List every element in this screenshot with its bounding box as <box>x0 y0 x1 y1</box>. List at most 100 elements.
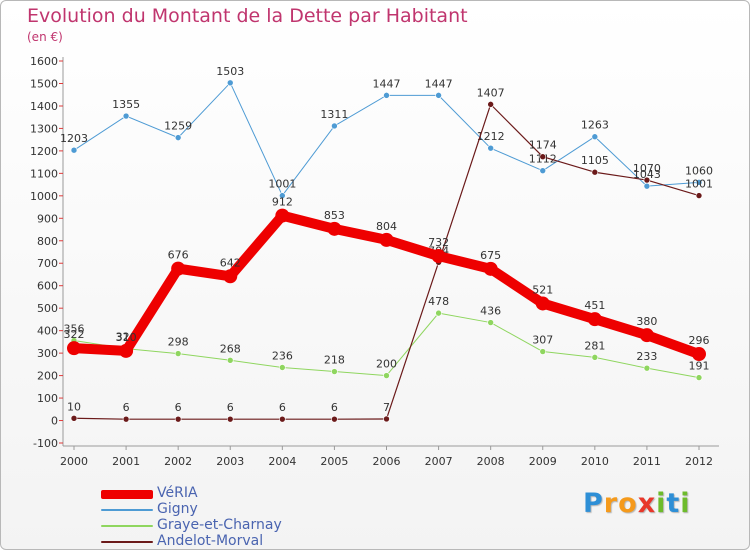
data-label: 296 <box>689 334 710 347</box>
legend-swatch <box>101 525 153 527</box>
legend-item: Gigny <box>101 501 361 518</box>
legend-item: VéRIA <box>101 485 361 502</box>
data-point <box>70 146 78 154</box>
data-point <box>591 354 599 361</box>
data-label: 676 <box>168 249 189 262</box>
data-label: 1070 <box>633 162 661 175</box>
data-point <box>331 122 338 130</box>
data-point <box>275 208 290 223</box>
brand-letter: i <box>656 488 667 519</box>
data-label: 1259 <box>164 120 192 133</box>
data-label: 1060 <box>685 164 713 177</box>
data-label: 1203 <box>60 132 88 145</box>
data-point <box>226 357 234 364</box>
data-point <box>695 192 703 199</box>
data-point <box>643 182 651 190</box>
brand-letter: r <box>603 488 619 519</box>
y-tick-label: 1200 <box>30 145 58 158</box>
legend-swatch <box>101 541 153 543</box>
y-tick-label: 1000 <box>30 190 58 203</box>
y-tick-label: 1500 <box>30 77 58 90</box>
chart-title: Evolution du Montant de la Dette par Hab… <box>27 5 468 27</box>
legend-item: Andelot-Morval <box>101 533 361 549</box>
data-label: 1043 <box>633 168 661 181</box>
data-point <box>539 348 547 355</box>
x-tick-label: 2012 <box>685 455 713 468</box>
data-label: 1263 <box>581 119 609 132</box>
x-tick-label: 2009 <box>529 455 557 468</box>
y-tick-label: 1300 <box>30 122 58 135</box>
data-point <box>331 415 338 423</box>
data-label: 218 <box>324 354 345 367</box>
y-tick-label: 400 <box>37 325 58 338</box>
x-tick-label: 2004 <box>268 455 296 468</box>
data-point <box>171 261 186 276</box>
data-label: 298 <box>168 336 189 349</box>
data-point <box>539 153 547 161</box>
x-tick-label: 2008 <box>477 455 505 468</box>
y-tick-label: 700 <box>37 257 58 270</box>
data-point <box>483 261 498 276</box>
data-point <box>174 134 182 141</box>
legend-swatch <box>101 490 153 499</box>
y-tick-label: 300 <box>37 347 58 360</box>
data-point <box>226 415 234 423</box>
data-label: 356 <box>64 323 85 336</box>
brand-letter: t <box>666 488 681 519</box>
chart-legend: VéRIA Gigny Graye-et-Charnay Andelot-Morval <box>101 485 361 549</box>
x-tick-label: 2005 <box>320 455 348 468</box>
data-point <box>591 133 599 141</box>
data-point <box>331 368 338 375</box>
brand-letter: P <box>583 488 604 519</box>
data-point <box>174 350 182 357</box>
y-tick-label: 1400 <box>30 100 58 113</box>
data-label: 233 <box>636 350 657 363</box>
data-label: 6 <box>175 401 182 414</box>
data-label: 7 <box>383 401 390 414</box>
data-label: 6 <box>279 401 286 414</box>
data-label: 310 <box>116 331 137 344</box>
data-point <box>122 415 130 423</box>
legend-label: Andelot-Morval <box>157 533 264 549</box>
legend-label: Graye-et-Charnay <box>157 517 282 533</box>
data-point <box>279 364 286 371</box>
data-label: 322 <box>64 328 85 341</box>
data-point <box>487 319 494 326</box>
data-point <box>431 249 446 264</box>
data-label: 200 <box>376 358 397 371</box>
data-point <box>327 221 342 236</box>
data-point <box>383 372 390 379</box>
data-point <box>223 269 238 284</box>
data-point <box>487 101 494 108</box>
data-point <box>539 167 547 174</box>
data-label: 451 <box>584 299 605 312</box>
data-label: 380 <box>636 315 657 328</box>
data-label: 1447 <box>425 77 453 90</box>
data-label: 521 <box>532 283 553 296</box>
data-label: 1311 <box>320 108 348 121</box>
data-label: 436 <box>480 305 501 318</box>
data-label: 732 <box>428 236 449 249</box>
data-label: 307 <box>532 334 553 347</box>
brand-letter: o <box>618 488 638 519</box>
data-label: 281 <box>584 339 605 352</box>
x-tick-label: 2003 <box>216 455 244 468</box>
data-label: 804 <box>376 220 397 233</box>
data-point <box>535 296 550 311</box>
data-point <box>692 347 706 362</box>
data-point <box>122 112 130 120</box>
data-point <box>435 309 442 317</box>
data-point <box>643 364 651 372</box>
legend-label: VéRIA <box>157 485 198 501</box>
data-point <box>279 415 286 423</box>
data-point <box>487 144 494 152</box>
data-label: 478 <box>428 295 449 308</box>
data-label: 912 <box>272 196 293 209</box>
x-tick-label: 2007 <box>425 455 453 468</box>
y-tick-label: 800 <box>37 235 58 248</box>
data-point <box>70 414 78 422</box>
x-tick-label: 2000 <box>60 455 88 468</box>
data-point <box>591 168 599 176</box>
legend-swatch <box>101 509 153 511</box>
x-tick-label: 2011 <box>633 455 661 468</box>
